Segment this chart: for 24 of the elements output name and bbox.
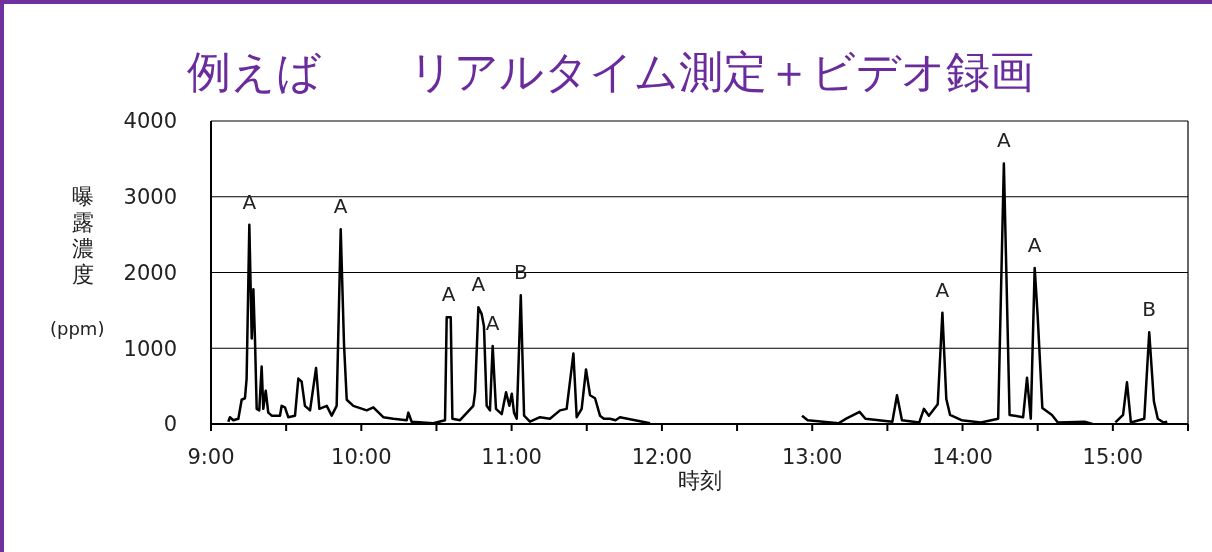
x-tick-label: 14:00 — [932, 444, 993, 469]
x-tick-label: 10:00 — [331, 444, 392, 469]
annotation: A — [333, 194, 348, 219]
y-tick-label: 3000 — [123, 185, 177, 210]
x-tick-label: 11:00 — [481, 444, 542, 469]
annotation: A — [1027, 232, 1042, 257]
y-tick-label: 1000 — [123, 336, 177, 361]
y-tick-label: 2000 — [123, 260, 177, 285]
x-tick-label: 13:00 — [781, 444, 843, 469]
x-tick-label: 12:00 — [631, 444, 693, 469]
y-tick-label: 4000 — [123, 109, 177, 134]
text: 曝露濃度 (ppm) — [50, 184, 105, 339]
y-tick-label: 0 — [163, 412, 177, 437]
annotation: A — [242, 189, 257, 214]
annotation: A — [471, 272, 486, 297]
annotation: A — [441, 282, 456, 307]
annotation: A — [997, 128, 1012, 153]
x-tick-label: 9:00 — [187, 444, 235, 469]
annotation: B — [1142, 297, 1157, 322]
x-tick-label: 15:00 — [1082, 444, 1144, 469]
annotation: A — [935, 277, 950, 302]
annotation: A — [485, 310, 500, 335]
chart-title: 例えば リアルタイム測定＋ビデオ録画 — [185, 45, 1035, 99]
x-axis-title: 時刻 — [677, 468, 722, 493]
